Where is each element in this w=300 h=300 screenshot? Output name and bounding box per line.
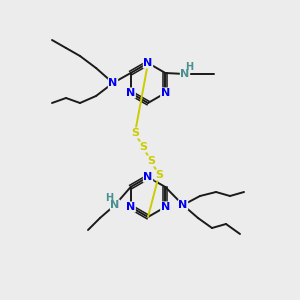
- Text: N: N: [108, 78, 118, 88]
- Text: N: N: [178, 200, 188, 210]
- Text: N: N: [143, 58, 153, 68]
- Text: N: N: [161, 88, 170, 98]
- Text: H: H: [105, 193, 113, 203]
- Text: N: N: [126, 202, 135, 212]
- Text: H: H: [185, 62, 193, 72]
- Text: S: S: [147, 156, 155, 166]
- Text: N: N: [126, 88, 135, 98]
- Text: N: N: [110, 200, 120, 210]
- Text: S: S: [139, 142, 147, 152]
- Text: S: S: [131, 128, 139, 138]
- Text: N: N: [161, 202, 170, 212]
- Text: S: S: [155, 170, 163, 180]
- Text: N: N: [180, 69, 190, 79]
- Text: N: N: [143, 172, 153, 182]
